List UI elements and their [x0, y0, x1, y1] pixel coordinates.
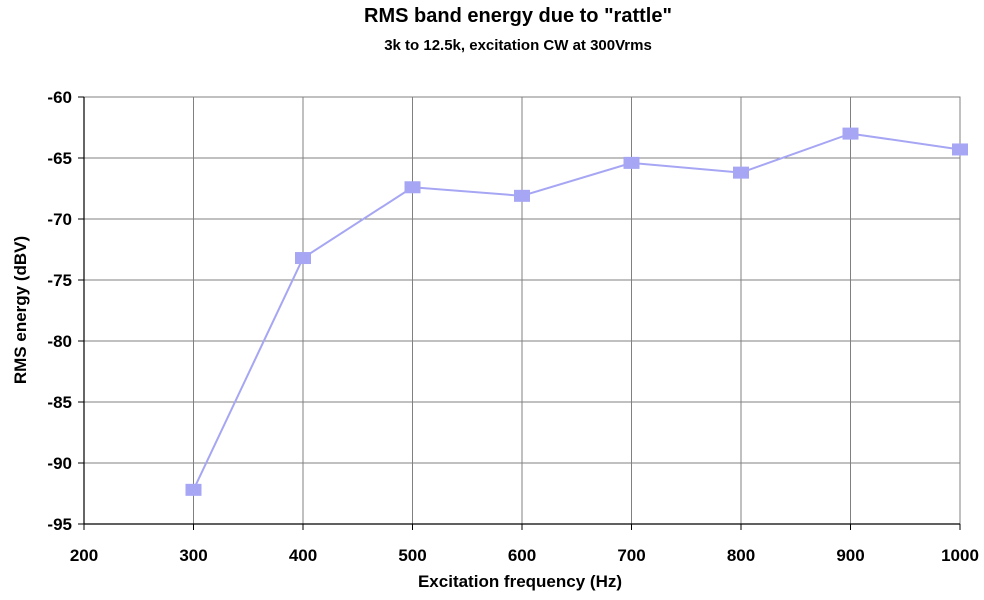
y-axis-label: RMS energy (dBV): [11, 236, 30, 384]
y-axis-ticks: -60 -65 -70 -75 -80 -85 -90 -95: [47, 88, 84, 534]
series-group: [185, 127, 968, 496]
x-axis-label: Excitation frequency (Hz): [418, 572, 622, 591]
x-tick-label: 500: [398, 546, 426, 565]
x-tick-label: 400: [289, 546, 317, 565]
data-point: [842, 127, 859, 140]
y-tick-label: -70: [47, 210, 72, 229]
y-tick-label: -65: [47, 149, 72, 168]
x-tick-label: 900: [836, 546, 864, 565]
x-tick-label: 200: [70, 546, 98, 565]
data-point: [514, 189, 530, 202]
x-tick-label: 700: [617, 546, 645, 565]
chart-title: RMS band energy due to "rattle": [364, 5, 672, 27]
data-point: [404, 181, 421, 194]
y-tick-label: -95: [47, 515, 72, 534]
data-point: [733, 166, 749, 179]
x-tick-label: 800: [727, 546, 755, 565]
x-axis-ticks: 200 300 400 500 600 700 800 900 1000: [70, 524, 979, 565]
y-tick-label: -85: [47, 393, 72, 412]
data-point: [185, 483, 202, 496]
y-tick-label: -80: [47, 332, 72, 351]
grid: [83, 96, 961, 525]
data-point: [295, 252, 311, 265]
data-point: [623, 156, 640, 169]
chart-subtitle: 3k to 12.5k, excitation CW at 300Vrms: [384, 37, 652, 54]
series-line: [192, 132, 961, 491]
x-tick-label: 300: [179, 546, 207, 565]
y-tick-label: -90: [47, 454, 72, 473]
x-tick-label: 1000: [941, 546, 979, 565]
y-tick-label: -60: [47, 88, 72, 107]
y-tick-label: -75: [47, 271, 72, 290]
data-point: [952, 143, 968, 156]
x-tick-label: 600: [508, 546, 536, 565]
